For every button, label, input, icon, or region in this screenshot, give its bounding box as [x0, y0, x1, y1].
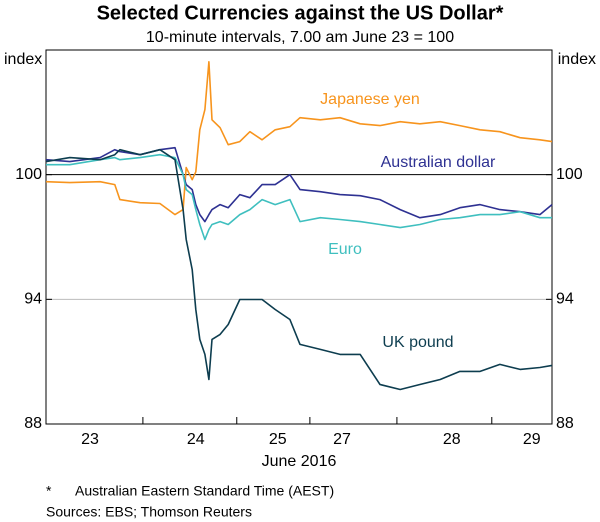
series-line: [45, 61, 553, 216]
series-label: Japanese yen: [320, 91, 420, 108]
chart-title: Selected Currencies against the US Dolla…: [97, 2, 504, 24]
series-line: [46, 153, 552, 241]
plot-frame: [45, 49, 553, 425]
series-label: Australian dollar: [381, 154, 496, 171]
x-tick-label: 23: [81, 431, 99, 448]
x-tick-label: 24: [187, 431, 205, 448]
series-label: Euro: [328, 241, 362, 258]
footnote-marker: *: [46, 483, 52, 499]
y-tick-label: 88: [24, 415, 42, 432]
footnote: Australian Eastern Standard Time (AEST): [75, 483, 334, 499]
x-tick-label: 27: [333, 431, 351, 448]
y2-axis-label: index: [558, 51, 596, 68]
x-axis-label: June 2016: [262, 453, 337, 470]
x-tick-label: 28: [443, 431, 461, 448]
sources: Sources: EBS; Thomson Reuters: [46, 504, 252, 520]
x-tick-label: 25: [269, 431, 287, 448]
chart-subtitle: 10-minute intervals, 7.00 am June 23 = 1…: [146, 29, 454, 46]
y-tick-label: 100: [15, 166, 42, 183]
y2-tick-label: 100: [556, 166, 583, 183]
y-axis-label: index: [4, 51, 42, 68]
x-tick-label: 29: [523, 431, 541, 448]
y-tick-label: 94: [24, 291, 42, 308]
y2-tick-label: 94: [556, 291, 574, 308]
series-line: [45, 148, 553, 391]
series-label: UK pound: [382, 334, 453, 351]
y2-tick-label: 88: [556, 415, 574, 432]
